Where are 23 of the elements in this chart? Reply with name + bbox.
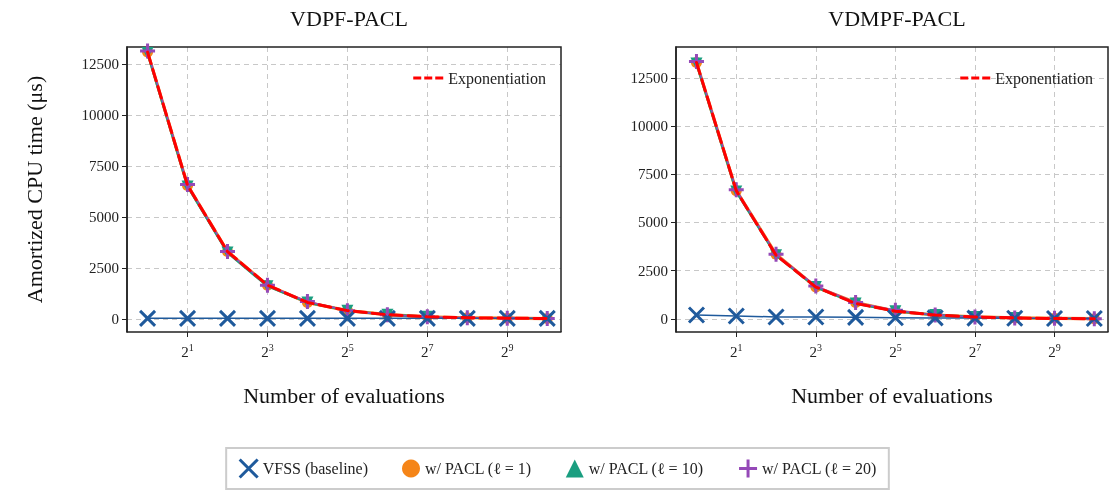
legend-label: Exponentiation <box>448 69 547 88</box>
y-tick-label: 10000 <box>630 118 668 135</box>
legend-label: w/ PACL (ℓ = 1) <box>425 460 532 478</box>
y-tick-label: 0 <box>111 310 119 327</box>
y-tick-label: 0 <box>660 310 668 327</box>
chart-title: VDMPF-PACL <box>828 5 966 31</box>
y-tick-label: 2500 <box>638 262 668 279</box>
y-tick-label: 2500 <box>89 259 119 276</box>
y-tick-label: 7500 <box>89 158 119 175</box>
legend-label: w/ PACL (ℓ = 20) <box>762 460 877 478</box>
y-tick-label: 7500 <box>638 166 668 183</box>
x-axis-title: Number of evaluations <box>791 382 993 408</box>
y-axis-title: Amortized CPU time (μs) <box>21 75 47 304</box>
y-tick-label: 5000 <box>89 208 119 225</box>
legend-label: w/ PACL (ℓ = 10) <box>588 460 703 478</box>
y-tick-label: 10000 <box>81 107 119 124</box>
legend-label: VFSS (baseline) <box>262 460 368 478</box>
y-tick-label: 5000 <box>638 214 668 231</box>
x-axis-title: Number of evaluations <box>243 382 445 408</box>
y-tick-label: 12500 <box>630 69 668 86</box>
y-tick-label: 12500 <box>81 56 119 73</box>
chart-title: VDPF-PACL <box>290 5 408 31</box>
legend-label: Exponentiation <box>995 69 1094 88</box>
